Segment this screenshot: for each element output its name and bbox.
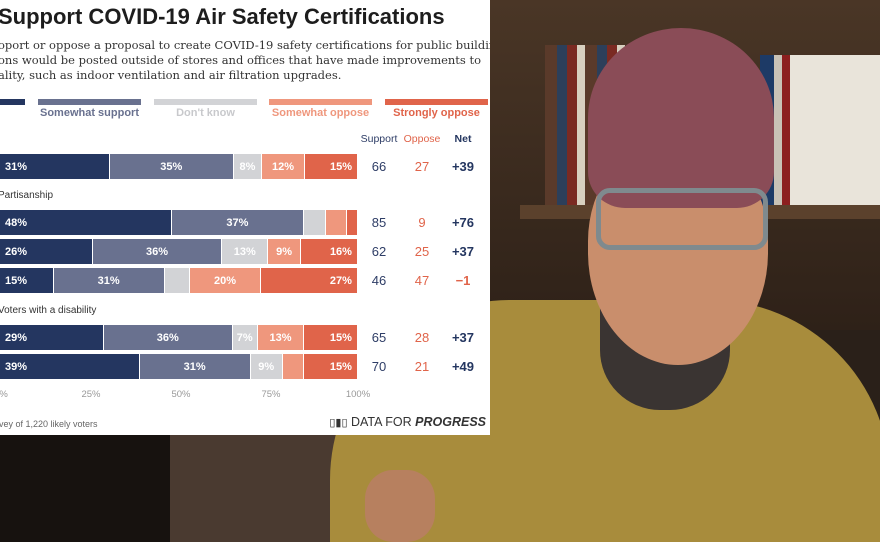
bar-segment: 36%	[103, 325, 233, 350]
oppose-value: 27	[414, 159, 430, 174]
bar-segment: 29%	[0, 325, 104, 350]
bar-segment: 15%	[304, 354, 358, 379]
bar-segment: 39%	[0, 354, 140, 379]
bar-segment: 15%	[304, 325, 358, 350]
support-value: 62	[371, 244, 387, 259]
subtitle-line-2: ons would be posted outside of stores an…	[0, 53, 482, 67]
bar-segment: 16%	[300, 239, 358, 264]
bar-segment: 15%	[0, 268, 54, 293]
bar-segment: 26%	[0, 239, 94, 264]
survey-footnote: rvey of 1,220 likely voters	[0, 419, 98, 429]
header-oppose: Oppose	[403, 133, 441, 145]
oppose-value: 9	[418, 215, 426, 230]
legend-swatch	[154, 99, 257, 105]
support-value: 70	[371, 359, 387, 374]
hat	[588, 28, 774, 208]
bar-chart-icon: ▯▮▯	[329, 417, 348, 429]
bar-segment: 27%	[261, 268, 358, 293]
legend-swatch	[385, 99, 488, 105]
shelf-books-right	[760, 55, 880, 205]
bar-segment: 9%	[268, 239, 301, 264]
net-value: +37	[451, 330, 475, 345]
x-tick-0: 0%	[0, 389, 8, 400]
dark-corner	[0, 435, 180, 542]
bar-row: 39% 31% 9% 15%	[0, 354, 358, 379]
header-support: Support	[360, 133, 398, 145]
bar-segment: 15%	[304, 154, 358, 179]
legend-label: Somewhat oppose	[271, 107, 370, 119]
subtitle-line-1: oport or oppose a proposal to create COV…	[0, 38, 490, 52]
bar-segment: 31%	[53, 268, 165, 293]
net-value: +49	[451, 359, 475, 374]
bar-segment: 7%	[232, 325, 258, 350]
legend-label: Somewhat support	[39, 107, 139, 119]
support-value: 65	[371, 330, 387, 345]
legend-label: port	[0, 107, 17, 119]
legend-swatch	[269, 99, 372, 105]
glasses	[596, 188, 768, 250]
bar-segment: 35%	[109, 154, 234, 179]
logo-bold: PROGRESS	[415, 415, 486, 429]
bar-row: 26% 36% 13% 9% 16%	[0, 239, 358, 264]
group-label-partisanship: Partisanship	[0, 190, 54, 201]
bar-segment	[304, 210, 326, 235]
bar-row: 48% 37%	[0, 210, 359, 235]
bar-row: 29% 36% 7% 13% 15%	[0, 325, 358, 350]
bar-segment: 31%	[139, 354, 251, 379]
subtitle-line-3: ality, such as indoor ventilation and ai…	[0, 68, 342, 82]
net-value: −1	[455, 273, 471, 288]
oppose-value: 21	[414, 359, 430, 374]
bar-segment	[164, 268, 190, 293]
bar-segment: 20%	[189, 268, 262, 293]
bar-segment	[347, 210, 359, 235]
net-value: +39	[451, 159, 475, 174]
x-tick-75: 75%	[261, 389, 281, 400]
bar-segment: 36%	[93, 239, 222, 264]
bar-segment: 8%	[233, 154, 263, 179]
legend-label: Don't know	[176, 107, 235, 119]
bar-segment: 31%	[0, 154, 110, 179]
net-value: +37	[451, 244, 475, 259]
bar-segment: 12%	[262, 154, 305, 179]
group-label-disability: Voters with a disability	[0, 305, 97, 316]
hand	[365, 470, 435, 542]
bar-segment	[325, 210, 348, 235]
bar-segment: 13%	[221, 239, 269, 264]
x-tick-50: 50%	[171, 389, 191, 400]
oppose-value: 25	[414, 244, 430, 259]
legend-label: Strongly oppose	[393, 107, 480, 119]
support-value: 85	[371, 215, 387, 230]
net-value: +76	[451, 215, 475, 230]
chart-title: Support COVID-19 Air Safety Certificatio…	[0, 4, 445, 29]
bar-segment: 48%	[0, 210, 172, 235]
bar-segment	[282, 354, 305, 379]
header-net: Net	[454, 133, 472, 145]
bar-segment: 9%	[250, 354, 283, 379]
x-tick-25: 25%	[81, 389, 101, 400]
chart-panel: Support COVID-19 Air Safety Certificatio…	[0, 0, 490, 435]
bar-segment: 13%	[257, 325, 305, 350]
legend-swatch	[0, 99, 25, 105]
support-value: 66	[371, 159, 387, 174]
logo-prefix: DATA FOR	[351, 415, 412, 429]
oppose-value: 47	[414, 273, 430, 288]
data-for-progress-logo: ▯▮▯ DATA FOR PROGRESS	[329, 415, 486, 429]
legend-swatch	[38, 99, 141, 105]
bar-row: 31% 35% 8% 12% 15%	[0, 154, 358, 179]
bar-row: 15% 31% 20% 27%	[0, 268, 358, 293]
x-tick-100: 100%	[345, 389, 371, 400]
oppose-value: 28	[414, 330, 430, 345]
bar-segment: 37%	[171, 210, 305, 235]
support-value: 46	[371, 273, 387, 288]
